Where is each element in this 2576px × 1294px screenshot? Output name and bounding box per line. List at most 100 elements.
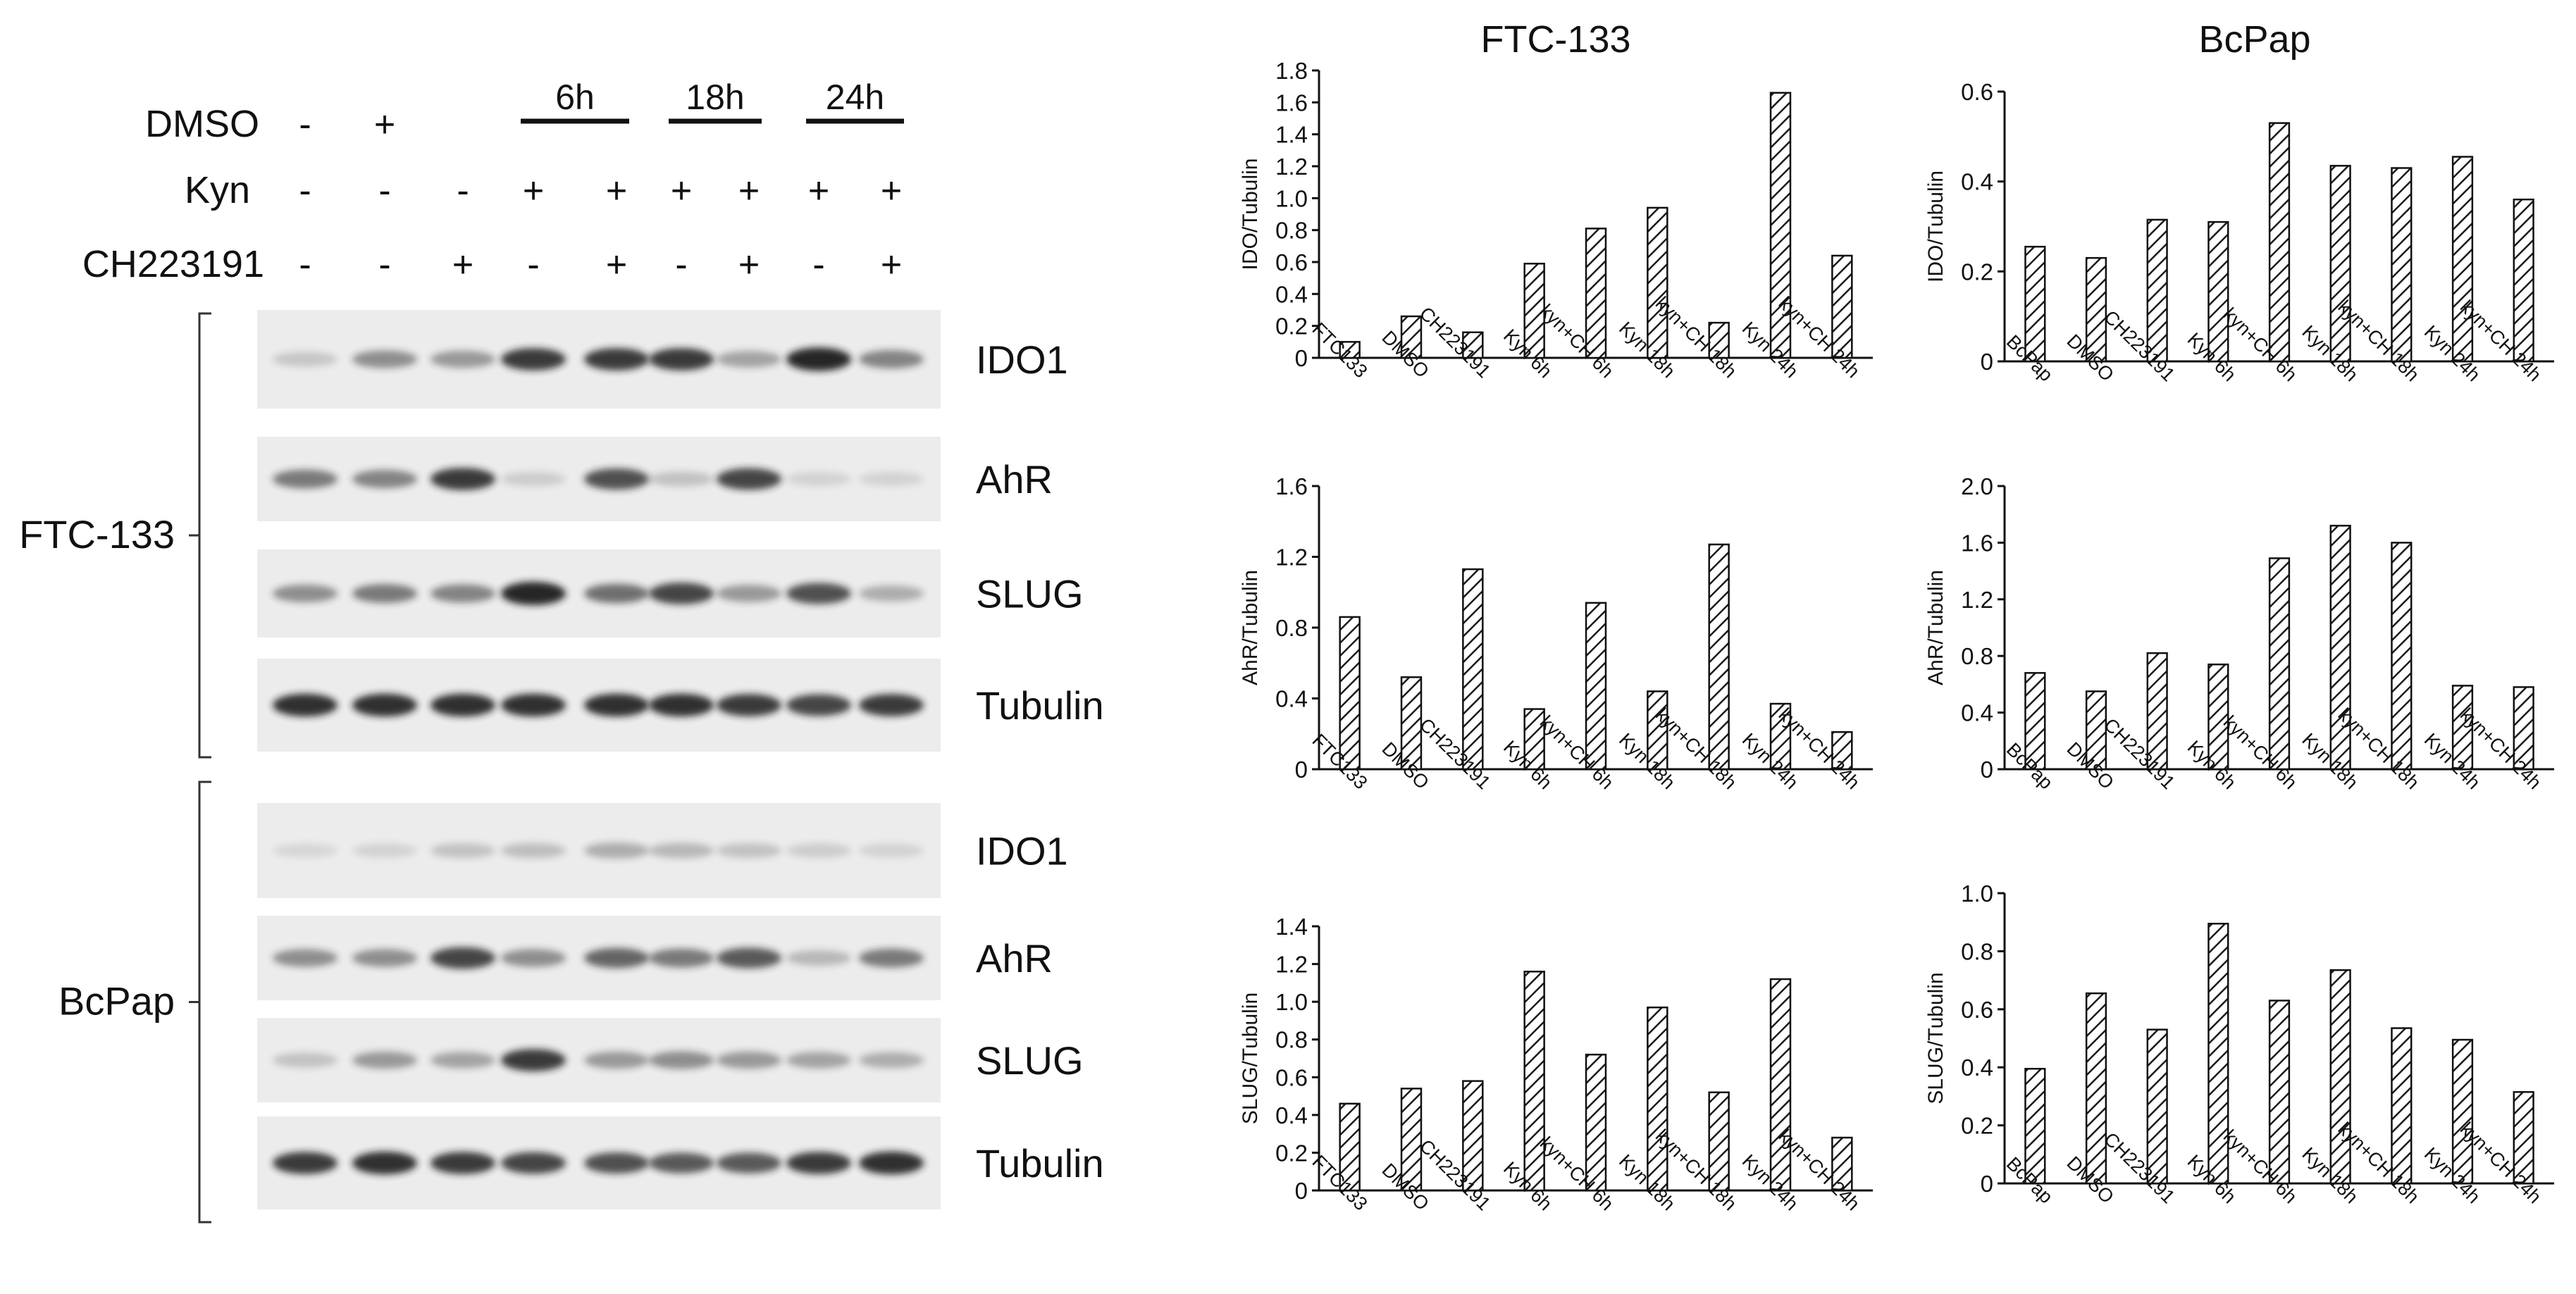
blot-band: [501, 471, 566, 487]
blot-band: [273, 843, 338, 858]
treatment-sign: -: [299, 170, 311, 211]
y-tick-label: 0.6: [1275, 249, 1308, 275]
y-axis-label: SLUG/Tubulin: [1924, 972, 1948, 1104]
time-group-label: 6h: [555, 77, 595, 117]
blot-band: [431, 584, 495, 603]
y-tick-label: 1.4: [1275, 122, 1308, 148]
blot-band: [859, 948, 924, 968]
bar: [1462, 331, 1484, 359]
y-tick-label: 0: [1981, 349, 1993, 375]
treatment-sign: -: [527, 244, 539, 285]
blot-band: [431, 1052, 495, 1069]
y-tick-label: 1.2: [1275, 545, 1308, 571]
band-label: SLUG: [976, 572, 1084, 616]
y-tick-label: 0.8: [1961, 643, 1993, 669]
bar: [1339, 1102, 1361, 1192]
band-label: IDO1: [976, 337, 1068, 382]
band-label: Tubulin: [976, 683, 1104, 728]
bar: [1647, 1006, 1668, 1192]
bar: [1831, 730, 1853, 771]
bar: [2391, 1027, 2413, 1185]
bar: [1462, 1080, 1484, 1192]
bar: [2451, 1038, 2474, 1185]
blot-band: [584, 348, 649, 371]
blot-band: [859, 472, 924, 486]
bar: [2146, 218, 2168, 363]
blot-band: [859, 694, 924, 716]
y-tick-label: 1.6: [1275, 473, 1308, 499]
band-label: Tubulin: [976, 1141, 1104, 1186]
blot-band: [786, 843, 851, 858]
blot-band: [352, 350, 417, 368]
blot-band: [501, 693, 566, 717]
blot-band: [273, 584, 338, 603]
bar: [2513, 686, 2534, 771]
western-blot-panel: DMSO - +Kyn - - - + + + + + +CH223191- - + - + - + - + 6h 18…: [19, 77, 1104, 1224]
y-tick-label: 1.8: [1275, 58, 1308, 84]
blot-band: [584, 842, 649, 859]
blot-band: [273, 1152, 338, 1174]
bar: [1462, 568, 1484, 771]
bar: [2024, 245, 2046, 363]
blot-band: [649, 693, 714, 717]
band-label: SLUG: [976, 1038, 1084, 1083]
treatment-sign: -: [457, 170, 469, 211]
blot-band: [584, 1152, 649, 1174]
blot-band: [352, 584, 417, 603]
y-tick-label: 0: [1981, 757, 1993, 783]
y-tick-label: 2.0: [1961, 473, 1993, 499]
bar: [2391, 542, 2413, 771]
treatment-sign: +: [671, 170, 692, 211]
blot-band: [717, 842, 781, 859]
y-tick-label: 0: [1295, 757, 1308, 783]
bar: [2207, 220, 2229, 363]
treatment-sign: +: [808, 170, 829, 211]
blot-band: [717, 585, 781, 602]
blot-band: [273, 469, 338, 489]
time-group-label: 18h: [686, 77, 744, 117]
y-axis-label: IDO/Tubulin: [1924, 170, 1948, 282]
blot-band: [717, 694, 781, 716]
y-tick-label: 0.8: [1961, 938, 1993, 964]
blot-band: [273, 352, 338, 367]
y-axis-label: SLUG/Tubulin: [1239, 993, 1262, 1124]
column-title-bcpap: BcPap: [2198, 18, 2310, 61]
blot-band: [649, 1152, 714, 1174]
blot-band: [501, 842, 566, 859]
blot-band: [352, 693, 417, 717]
bar: [1400, 1088, 1423, 1192]
y-tick-label: 0.4: [1961, 1055, 1993, 1081]
blot-band: [649, 1051, 714, 1069]
y-tick-label: 1.4: [1275, 914, 1308, 940]
blot-band: [501, 1049, 566, 1071]
blot-band: [717, 1051, 781, 1069]
treatment-sign: -: [675, 244, 687, 285]
blot-band: [859, 350, 924, 368]
bar: [2207, 664, 2229, 771]
bar: [1769, 978, 1792, 1192]
treatment-sign: +: [452, 244, 473, 285]
bar: [2329, 525, 2351, 771]
bar: [2146, 652, 2168, 771]
blot-band: [786, 694, 851, 716]
y-axis-label: AhR/Tubulin: [1924, 570, 1948, 685]
bar: [2024, 1068, 2046, 1185]
blot-band: [786, 1152, 851, 1174]
bar: [1831, 1136, 1853, 1192]
band-label: AhR: [976, 457, 1053, 502]
y-tick-label: 1.0: [1275, 185, 1308, 211]
bar: [1708, 321, 1730, 359]
bar: [2513, 198, 2534, 363]
bar: [1400, 676, 1423, 771]
blot-band: [431, 947, 495, 969]
treatment-sign: +: [523, 170, 544, 211]
y-tick-label: 0.6: [1275, 1064, 1308, 1090]
y-tick-label: 1.0: [1275, 989, 1308, 1015]
treatment-sign: +: [881, 170, 902, 211]
bar: [2085, 256, 2107, 363]
bar: [2268, 557, 2291, 771]
blot-band: [352, 949, 417, 967]
